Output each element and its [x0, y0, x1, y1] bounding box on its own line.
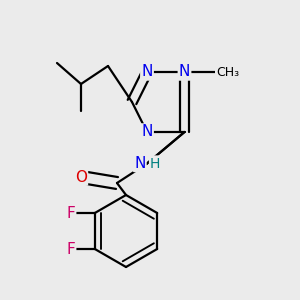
Text: N: N — [179, 64, 190, 80]
Text: N: N — [141, 64, 153, 80]
Text: H: H — [150, 157, 160, 170]
Text: O: O — [75, 169, 87, 184]
Text: CH₃: CH₃ — [216, 65, 239, 79]
Text: N: N — [141, 124, 153, 140]
Text: F: F — [66, 242, 75, 256]
Text: F: F — [66, 206, 75, 220]
Text: N: N — [134, 156, 146, 171]
